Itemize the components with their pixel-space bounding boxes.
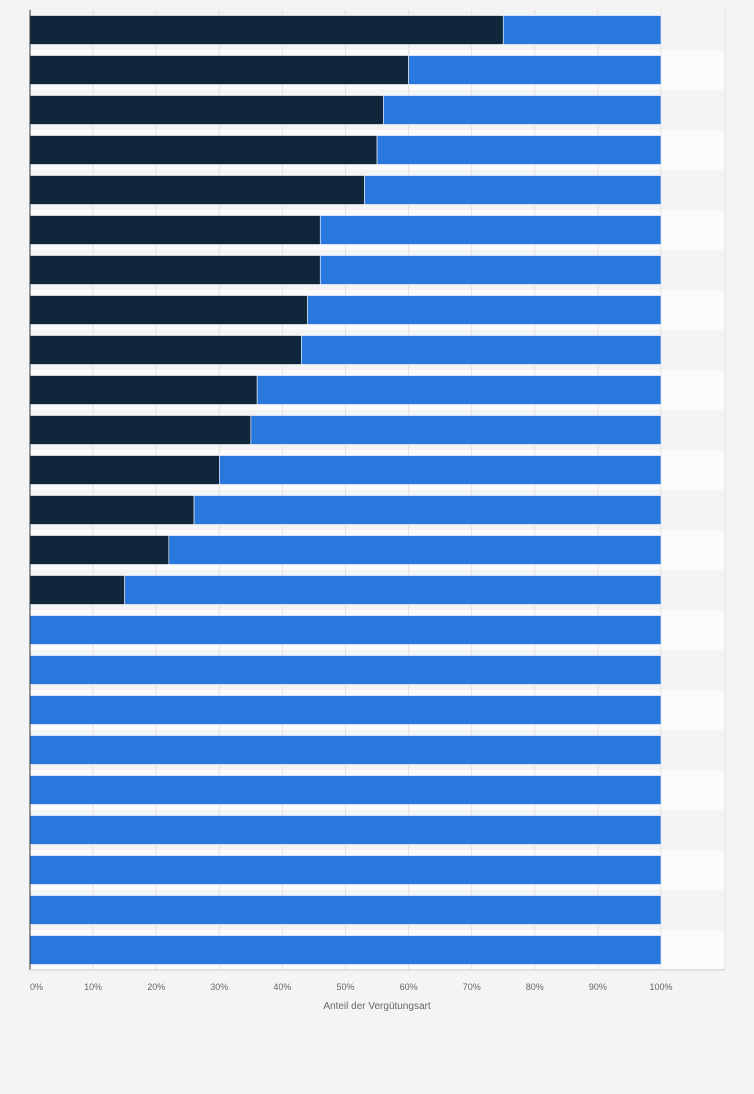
x-tick-label: 10% xyxy=(84,982,102,992)
bar-segment-series-2 xyxy=(376,135,662,165)
x-tick-label: 50% xyxy=(336,982,354,992)
bar-segment-series-2 xyxy=(256,375,662,405)
x-tick-labels: 0% 10% 20% 30% 40% 50% 60% 70% 80% 90% 100% xyxy=(30,982,673,992)
bar-segment-series-1 xyxy=(29,295,308,325)
bar-segment-series-1 xyxy=(29,575,125,605)
bar-segment-series-2 xyxy=(383,95,662,125)
bar-segment-series-1 xyxy=(29,415,252,445)
bar-segment-series-2 xyxy=(29,615,662,645)
x-axis-label: Anteil der Vergütungsart xyxy=(323,1001,431,1012)
bar-segment-series-2 xyxy=(408,55,662,85)
bar-segment-series-1 xyxy=(29,255,321,285)
bar-segment-series-2 xyxy=(29,735,662,765)
bar-segment-series-2 xyxy=(364,175,662,205)
bar-segment-series-2 xyxy=(29,935,662,965)
x-tick-label: 40% xyxy=(273,982,291,992)
bar-segment-series-1 xyxy=(29,375,258,405)
bar-segment-series-1 xyxy=(29,215,321,245)
x-tick-label: 20% xyxy=(147,982,165,992)
x-tick-label: 90% xyxy=(589,982,607,992)
bar-segment-series-2 xyxy=(219,455,662,485)
bar-segment-series-2 xyxy=(124,575,662,605)
bar-segment-series-2 xyxy=(319,215,662,245)
bar-segment-series-2 xyxy=(502,15,662,45)
bar-segment-series-2 xyxy=(319,255,662,285)
bar-segment-series-1 xyxy=(29,535,170,565)
bar-segment-series-2 xyxy=(29,895,662,925)
x-tick-label: 70% xyxy=(463,982,481,992)
x-tick-label: 80% xyxy=(526,982,544,992)
bar-segment-series-2 xyxy=(301,335,662,365)
bar-segment-series-1 xyxy=(29,335,302,365)
bar-segment-series-1 xyxy=(29,95,384,125)
bar-segment-series-2 xyxy=(29,775,662,805)
x-tick-label: 100% xyxy=(649,982,672,992)
axes xyxy=(29,10,725,971)
x-tick-label: 0% xyxy=(30,982,43,992)
bar-segment-series-2 xyxy=(29,695,662,725)
bar-segment-series-1 xyxy=(29,495,195,525)
bars xyxy=(29,15,662,965)
bar-segment-series-2 xyxy=(29,655,662,685)
bar-segment-series-2 xyxy=(29,815,662,845)
bar-segment-series-1 xyxy=(29,15,504,45)
bar-segment-series-2 xyxy=(250,415,662,445)
bar-segment-series-1 xyxy=(29,175,365,205)
bar-segment-series-1 xyxy=(29,455,220,485)
bar-segment-series-2 xyxy=(307,295,662,325)
bar-segment-series-2 xyxy=(29,855,662,885)
x-tick-label: 30% xyxy=(210,982,228,992)
bar-segment-series-2 xyxy=(168,535,662,565)
bar-segment-series-1 xyxy=(29,55,409,85)
bar-segment-series-2 xyxy=(193,495,662,525)
x-tick-label: 60% xyxy=(400,982,418,992)
gridlines xyxy=(29,10,726,970)
bar-segment-series-1 xyxy=(29,135,378,165)
